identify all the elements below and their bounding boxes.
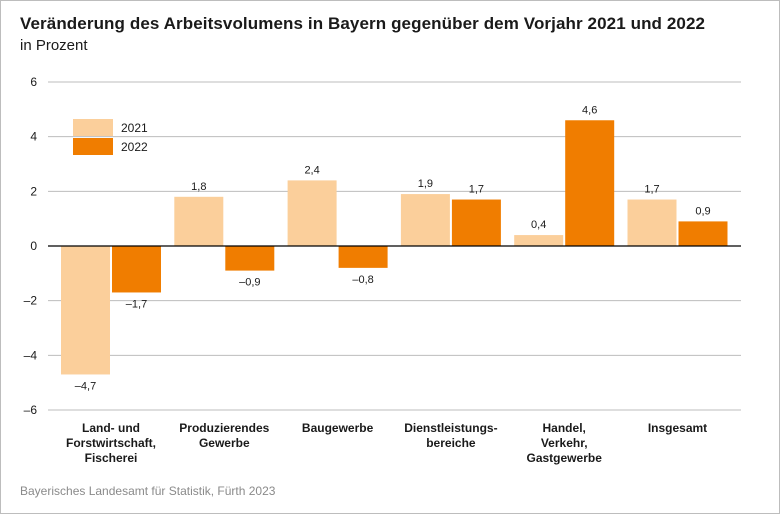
y-tick-label: –6 xyxy=(24,403,38,417)
legend-swatch-2021 xyxy=(73,119,113,136)
data-label: 4,6 xyxy=(582,104,597,116)
data-label: –1,7 xyxy=(126,298,147,310)
bar-2021 xyxy=(400,194,450,246)
bar-2021 xyxy=(61,246,110,375)
y-tick-label: 0 xyxy=(30,239,37,253)
y-tick-label: 2 xyxy=(30,184,37,198)
category-label: Handel, xyxy=(543,421,586,435)
legend-label: 2022 xyxy=(121,140,148,154)
category-label: Land- und xyxy=(82,421,140,435)
data-label: –0,9 xyxy=(239,277,260,289)
category-label: Dienstleistungs- xyxy=(404,421,497,435)
y-tick-label: 6 xyxy=(30,75,37,89)
y-tick-label: –4 xyxy=(24,348,38,362)
bar-2021 xyxy=(287,180,337,246)
data-label: –4,7 xyxy=(75,380,96,392)
legend-label: 2021 xyxy=(121,121,148,135)
bar-2022 xyxy=(225,246,275,271)
data-label: –0,8 xyxy=(352,274,373,286)
data-label: 2,4 xyxy=(304,164,319,176)
bar-2021 xyxy=(174,196,224,246)
y-tick-label: –2 xyxy=(24,294,38,308)
category-label: Verkehr, xyxy=(541,436,588,450)
bar-2022 xyxy=(451,199,501,246)
bar-2022 xyxy=(338,246,388,268)
legend-swatch-2022 xyxy=(73,138,113,155)
category-label: bereiche xyxy=(426,436,476,450)
bar-2021 xyxy=(514,235,564,246)
category-label: Produzierendes xyxy=(179,421,269,435)
data-label: 1,7 xyxy=(644,184,659,196)
source-note: Bayerisches Landesamt für Statistik, Für… xyxy=(20,484,276,498)
bar-2022 xyxy=(565,120,615,246)
chart-title: Veränderung des Arbeitsvolumens in Bayer… xyxy=(20,14,706,33)
data-label: 1,8 xyxy=(191,181,206,193)
data-label: 0,4 xyxy=(531,219,546,231)
category-label: Baugewerbe xyxy=(302,421,374,435)
bar-2022 xyxy=(678,221,728,246)
y-tick-label: 4 xyxy=(30,130,37,144)
category-label: Gastgewerbe xyxy=(527,451,603,465)
category-label: Insgesamt xyxy=(648,421,707,435)
data-label: 0,9 xyxy=(695,205,710,217)
category-label: Gewerbe xyxy=(199,436,250,450)
category-label: Forstwirtschaft, xyxy=(66,436,156,450)
data-label: 1,9 xyxy=(418,178,433,190)
chart-subtitle: in Prozent xyxy=(20,37,88,54)
bar-2021 xyxy=(627,199,677,246)
category-label: Fischerei xyxy=(85,451,138,465)
data-label: 1,7 xyxy=(469,184,484,196)
bar-2022 xyxy=(112,246,161,293)
